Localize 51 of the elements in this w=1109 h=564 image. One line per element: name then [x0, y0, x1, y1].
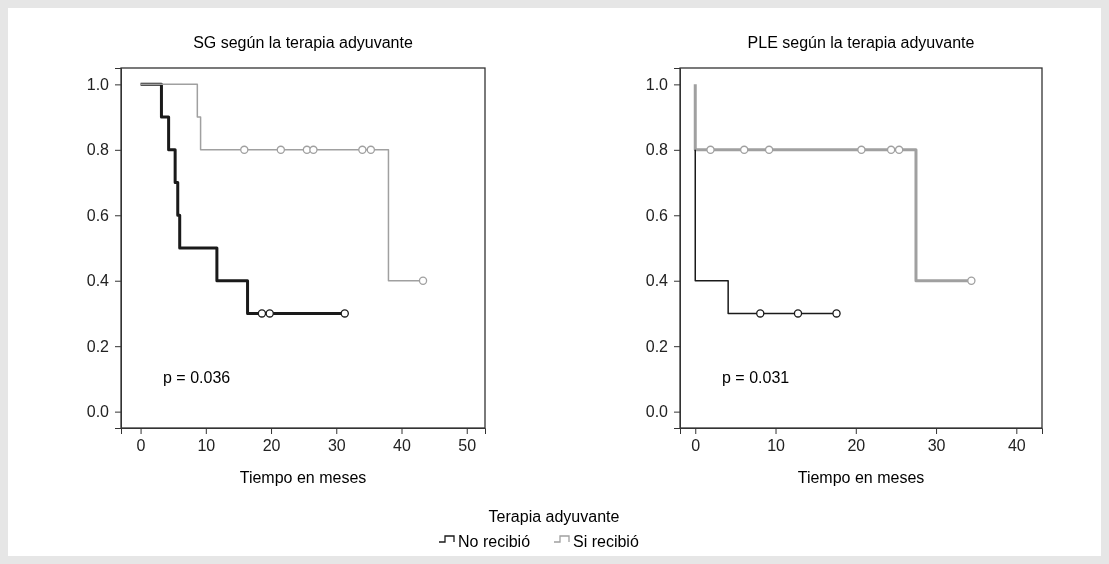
y-tick-label: 0.8 [645, 141, 669, 159]
point [793, 309, 803, 318]
point [967, 276, 976, 285]
x-tick-label: 30 [327, 437, 346, 455]
point [832, 309, 841, 318]
y-tick-label: 1.0 [86, 75, 110, 93]
x-tick-label: 10 [767, 437, 786, 455]
x-tick-label: 40 [393, 437, 411, 455]
x-tick-label: 20 [847, 437, 866, 455]
x-axis-title: Tiempo en meses [797, 469, 925, 486]
y-tick-label: 0.6 [86, 206, 110, 224]
legend-label: No recibió [458, 533, 531, 550]
x-tick-label: 0 [136, 437, 146, 455]
point [706, 145, 715, 155]
y-tick-label: 0.4 [86, 272, 110, 290]
point [739, 145, 749, 155]
x-tick-label: 10 [197, 437, 216, 455]
y-tick-label: 0.0 [86, 403, 110, 421]
x-tick-label: 20 [262, 437, 281, 455]
point [418, 276, 428, 285]
y-tick-label: 0.0 [645, 403, 669, 421]
point [764, 145, 774, 155]
y-tick-label: 0.4 [645, 272, 669, 290]
y-tick-label: 0.2 [86, 337, 110, 355]
point [309, 145, 318, 155]
point [756, 309, 765, 318]
x-tick-label: 50 [458, 437, 477, 455]
y-tick-label: 0.6 [645, 206, 669, 224]
point [276, 145, 286, 155]
point [240, 145, 249, 155]
annotation: p = 0.036 [163, 369, 231, 386]
chart-title: PLE según la terapia adyuvante [747, 34, 975, 51]
x-tick-label: 30 [927, 437, 946, 455]
legend-label: Si recibió [573, 533, 639, 550]
point [857, 145, 866, 155]
point [358, 145, 367, 155]
point [340, 309, 349, 318]
legend-title: Terapia adyuvante [488, 508, 620, 525]
x-tick-label: 0 [691, 437, 701, 455]
point [265, 309, 274, 318]
y-tick-label: 0.8 [86, 141, 110, 159]
y-tick-label: 0.2 [645, 337, 669, 355]
point [886, 145, 896, 155]
annotation: p = 0.031 [722, 369, 790, 386]
point [894, 145, 904, 155]
x-tick-label: 40 [1007, 437, 1026, 455]
point [257, 309, 267, 318]
point [366, 145, 376, 155]
chart-title: SG según la terapia adyuvante [193, 34, 413, 51]
x-axis-title: Tiempo en meses [239, 469, 367, 486]
y-tick-label: 1.0 [645, 75, 669, 93]
